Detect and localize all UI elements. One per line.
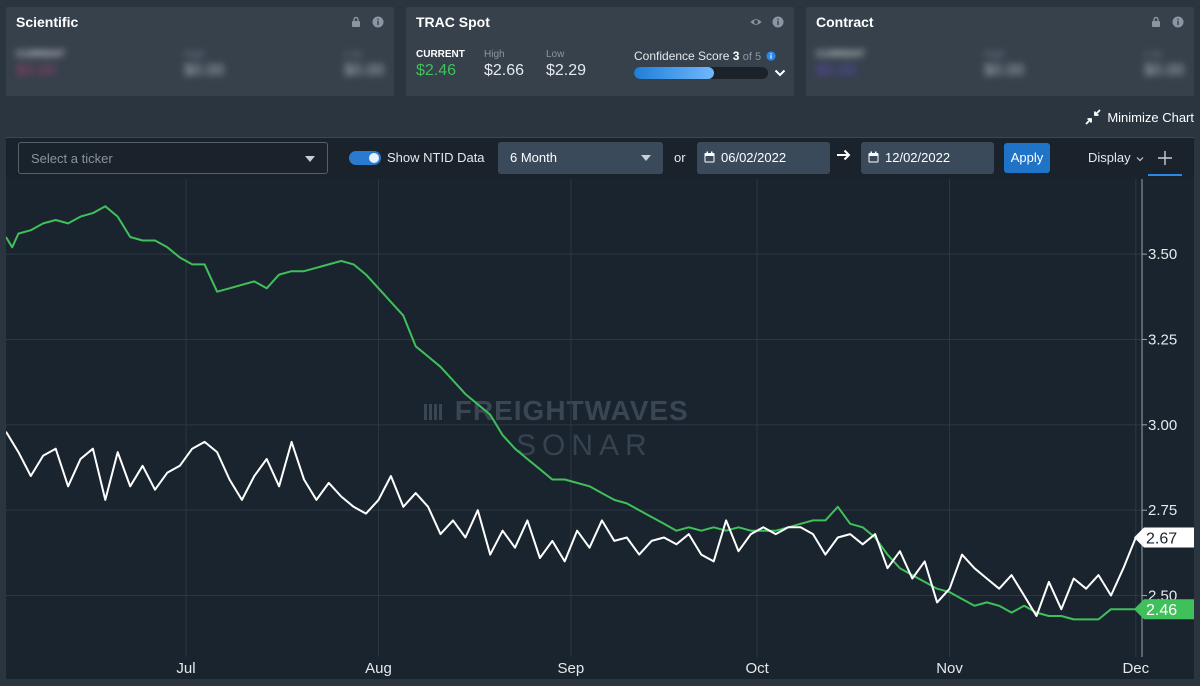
caret-down-icon [305, 156, 315, 162]
display-label: Display [1088, 150, 1131, 165]
confidence-bar-fill [634, 67, 715, 79]
x-tick-label: Oct [745, 660, 769, 677]
low-label: Low [546, 49, 565, 60]
contract-card: Contract CURRENT $0.00 High $0.00 Low $0… [806, 7, 1194, 96]
x-tick-label: Dec [1122, 660, 1149, 677]
low-metric: Low $0.00 [1144, 49, 1184, 80]
confidence-score: Confidence Score 3 of 5 [634, 49, 786, 79]
minimize-arrows-icon [1085, 109, 1101, 125]
last-value-badge-white [1134, 527, 1194, 548]
end-date-value: 12/02/2022 [885, 150, 951, 165]
high-value: $0.00 [184, 62, 225, 79]
high-metric: High $0.00 [184, 49, 224, 80]
current-metric: CURRENT $0.00 [16, 49, 65, 80]
low-value: $0.00 [344, 62, 385, 79]
scientific-card: Scientific CURRENT $0.00 High $0.00 Low … [6, 7, 394, 96]
series-line-white [6, 431, 1137, 617]
high-metric: High $0.00 [984, 49, 1024, 80]
high-value: $2.66 [484, 62, 525, 79]
lock-icon[interactable] [1150, 16, 1162, 28]
toggle-knob [369, 153, 379, 163]
low-metric: Low $0.00 [344, 49, 384, 80]
confidence-bar [634, 67, 768, 79]
confidence-label: Confidence Score 3 of 5 [634, 49, 786, 63]
low-metric: Low $2.29 [546, 49, 586, 80]
y-tick-label: 2.75 [1148, 502, 1177, 519]
minimize-chart-label: Minimize Chart [1107, 109, 1194, 125]
apply-button[interactable]: Apply [1004, 143, 1050, 173]
chevron-down-icon[interactable] [774, 68, 786, 78]
ntid-toggle[interactable] [349, 151, 381, 165]
low-label: Low [344, 49, 363, 60]
current-label: CURRENT [16, 49, 65, 60]
minimize-chart-button[interactable]: Minimize Chart [1085, 109, 1194, 125]
x-tick-label: Nov [936, 660, 963, 677]
y-tick-label: 3.25 [1148, 331, 1177, 348]
high-metric: High $2.66 [484, 49, 524, 80]
or-label: or [674, 150, 686, 165]
card-icons [750, 16, 784, 28]
calendar-icon [868, 151, 879, 163]
line-chart: Jul Aug Sep Oct Nov Dec3.503.253.002.752.502.… [6, 179, 1194, 677]
lock-icon[interactable] [350, 16, 362, 28]
card-icons [1150, 16, 1184, 28]
chevron-down-icon [1136, 157, 1144, 162]
low-value: $0.00 [1144, 62, 1185, 79]
current-label: CURRENT [816, 49, 865, 60]
high-label: High [484, 49, 505, 60]
high-value: $0.00 [984, 62, 1025, 79]
current-metric: CURRENT $2.46 [416, 49, 465, 80]
display-menu[interactable]: Display [1088, 150, 1144, 165]
chart-toolbar: Select a ticker Show NTID Data 6 Month o… [6, 137, 1194, 179]
info-icon[interactable] [372, 16, 384, 28]
eye-icon[interactable] [750, 16, 762, 28]
crosshair-icon [1158, 151, 1172, 165]
high-label: High [184, 49, 205, 60]
calendar-icon [704, 151, 715, 163]
ntid-label: Show NTID Data [387, 150, 485, 165]
end-date-input[interactable]: 12/02/2022 [861, 142, 994, 174]
trac-spot-card: TRAC Spot CURRENT $2.46 High $2.66 Low $… [406, 7, 794, 96]
start-date-input[interactable]: 06/02/2022 [697, 142, 830, 174]
confidence-score-value: 3 [732, 49, 740, 63]
crosshair-tool-button[interactable] [1148, 142, 1182, 176]
card-title: Contract [816, 14, 874, 30]
period-value: 6 Month [510, 150, 557, 165]
period-select[interactable]: 6 Month [498, 142, 663, 174]
x-tick-label: Jul [176, 660, 195, 677]
x-tick-label: Aug [365, 660, 392, 677]
card-icons [350, 16, 384, 28]
current-value: $0.00 [816, 62, 857, 79]
low-label: Low [1144, 49, 1163, 60]
current-value: $2.46 [416, 62, 457, 79]
current-value: $0.00 [16, 62, 57, 79]
card-title: Scientific [16, 14, 79, 30]
caret-down-icon [641, 155, 651, 161]
arrow-right-icon [837, 149, 851, 161]
info-icon[interactable] [766, 51, 777, 61]
last-value-label: 2.46 [1146, 602, 1177, 619]
x-tick-label: Sep [558, 660, 585, 677]
ticker-placeholder: Select a ticker [31, 151, 113, 166]
chart-area[interactable]: FREIGHTWAVES SONAR Jul Aug Sep Oct Nov Dec 3.5… [6, 179, 1194, 679]
card-title: TRAC Spot [416, 14, 490, 30]
last-value-badge-green [1134, 599, 1194, 620]
current-metric: CURRENT $0.00 [816, 49, 865, 80]
ticker-select[interactable]: Select a ticker [18, 142, 328, 174]
confidence-of: of 5 [742, 51, 762, 63]
info-icon[interactable] [772, 16, 784, 28]
confidence-label-text: Confidence Score [634, 49, 730, 63]
info-icon[interactable] [1172, 16, 1184, 28]
series-line-green [6, 205, 1136, 621]
low-value: $2.29 [546, 62, 587, 79]
y-tick-label: 3.50 [1148, 246, 1177, 263]
current-label: CURRENT [416, 49, 465, 60]
last-value-label: 2.67 [1146, 531, 1177, 548]
high-label: High [984, 49, 1005, 60]
y-tick-label: 3.00 [1148, 417, 1177, 434]
start-date-value: 06/02/2022 [721, 150, 787, 165]
